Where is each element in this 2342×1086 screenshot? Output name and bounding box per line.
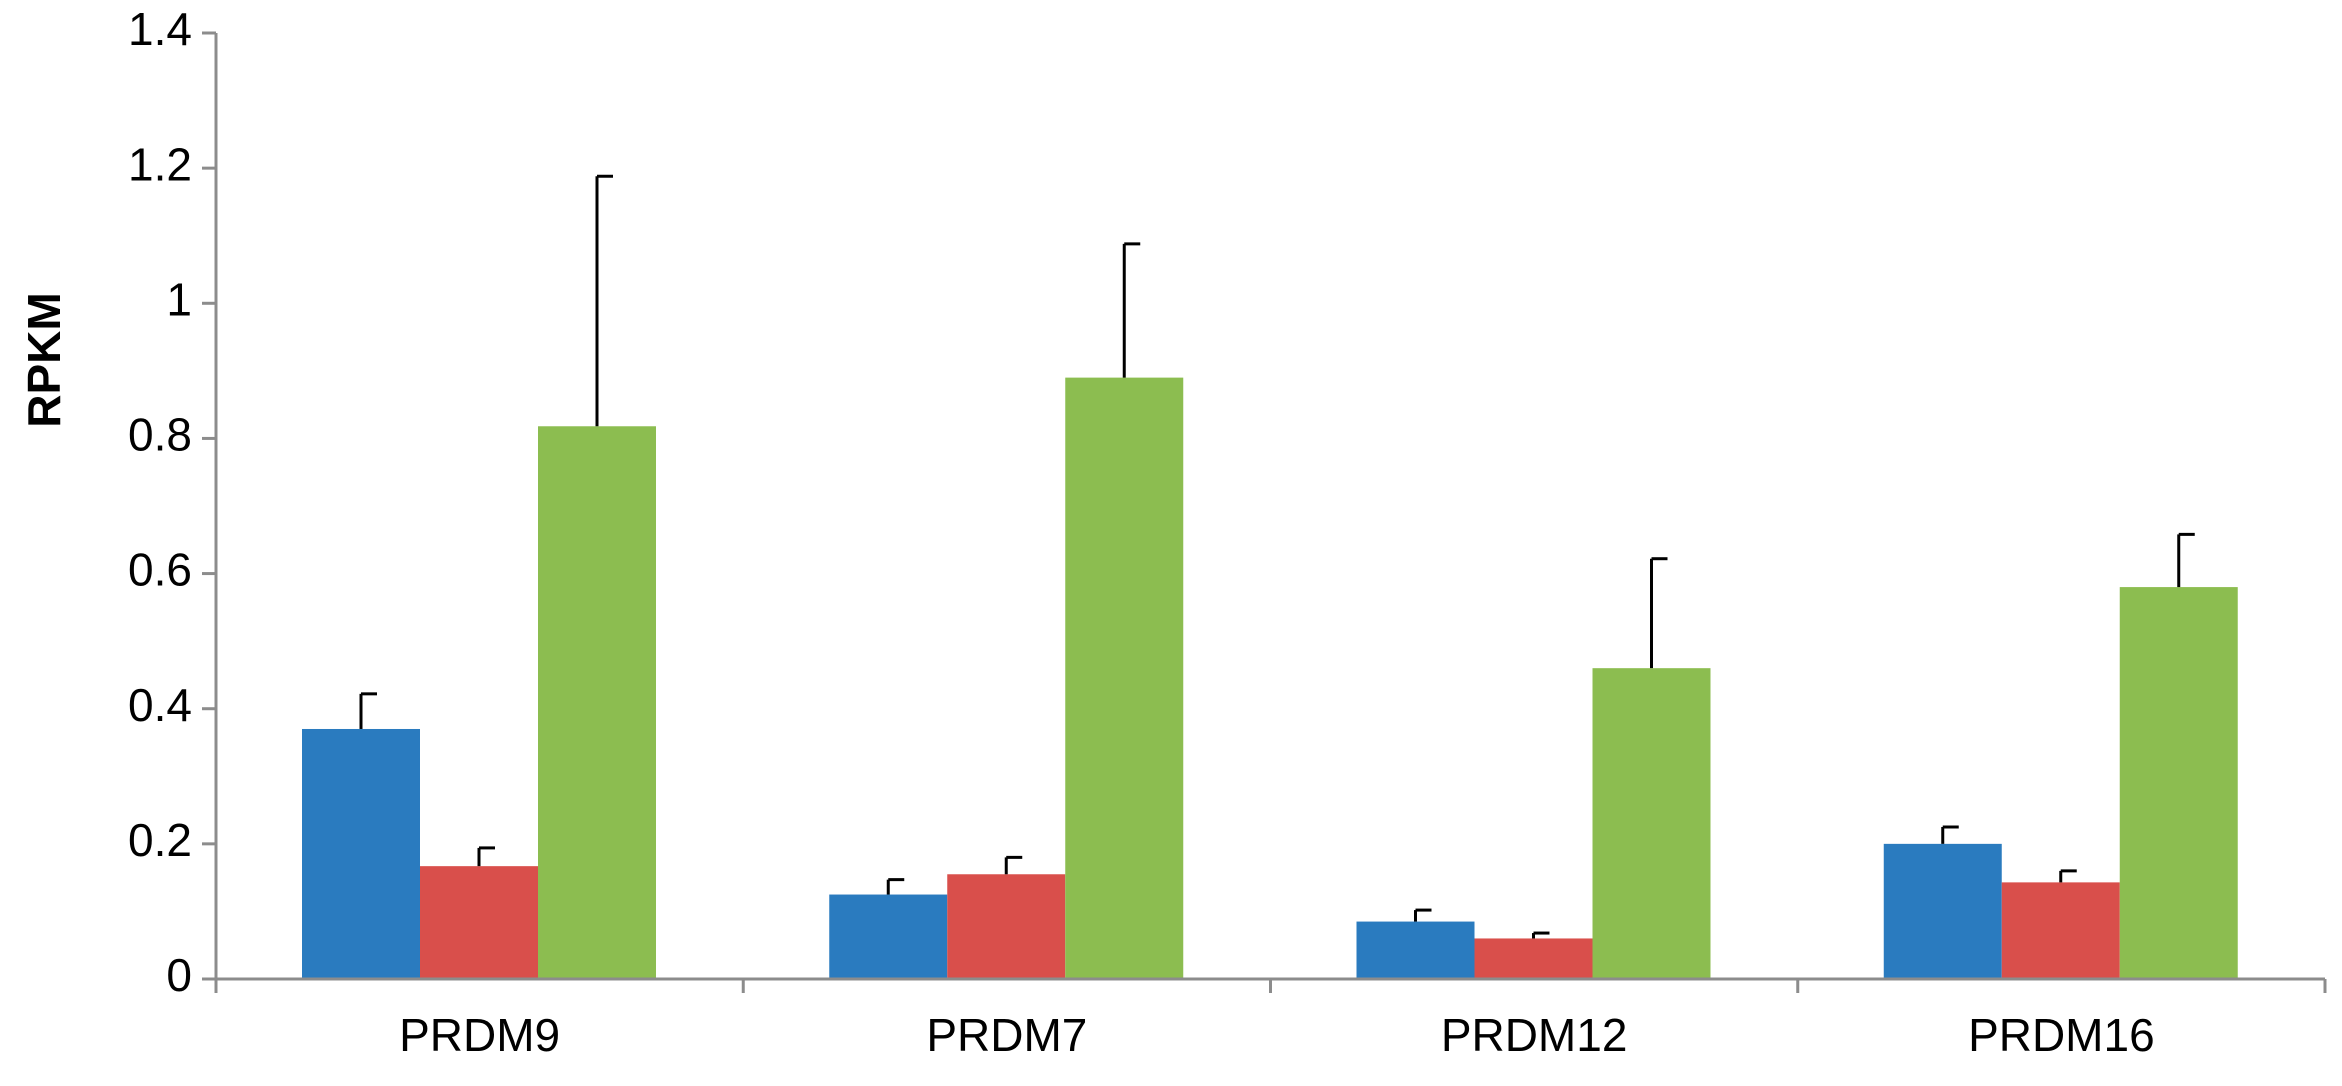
y-tick-label: 1.4 [128,3,192,55]
y-tick-label: 0.6 [128,544,192,596]
y-tick-label: 0.4 [128,679,192,731]
bar-prdm7-series-1 [829,894,948,979]
y-tick-label: 0.2 [128,814,192,866]
y-axis-title: RPKM [18,292,70,427]
bar-prdm7-series-3 [1065,377,1184,980]
bar-prdm16-series-1 [1883,843,2002,979]
bar-prdm12-series-3 [1592,668,1711,979]
y-tick-label: 1 [166,273,192,325]
bar-prdm9-series-2 [420,866,538,979]
bar-prdm16-series-2 [2001,882,2120,979]
x-tick-label-prdm12: PRDM12 [1441,1009,1628,1061]
bar-prdm9-series-3 [538,426,656,979]
bars-layer [302,377,2238,980]
bar-prdm12-series-1 [1356,921,1475,979]
y-tick-label: 0.8 [128,409,192,461]
x-tick-label-prdm7: PRDM7 [926,1009,1087,1061]
labels-layer: PRDM9 PRDM7 PRDM12 PRDM16 0 0.2 0.4 0.6 0.8 1 1.2 1… [128,3,2155,1061]
bar-prdm7-series-2 [947,874,1066,979]
x-tick-label-prdm9: PRDM9 [399,1009,560,1061]
bar-prdm16-series-3 [2119,587,2238,979]
x-tick-label-prdm16: PRDM16 [1968,1009,2155,1061]
y-tick-label: 0 [166,949,192,1001]
error-bars-layer [359,174,2195,939]
axes-layer [202,31,2327,993]
bar-prdm9-series-1 [302,728,420,979]
y-tick-label: 1.2 [128,138,192,190]
bar-prdm12-series-2 [1474,938,1593,979]
y-axis-title-group: RPKM [18,292,70,427]
